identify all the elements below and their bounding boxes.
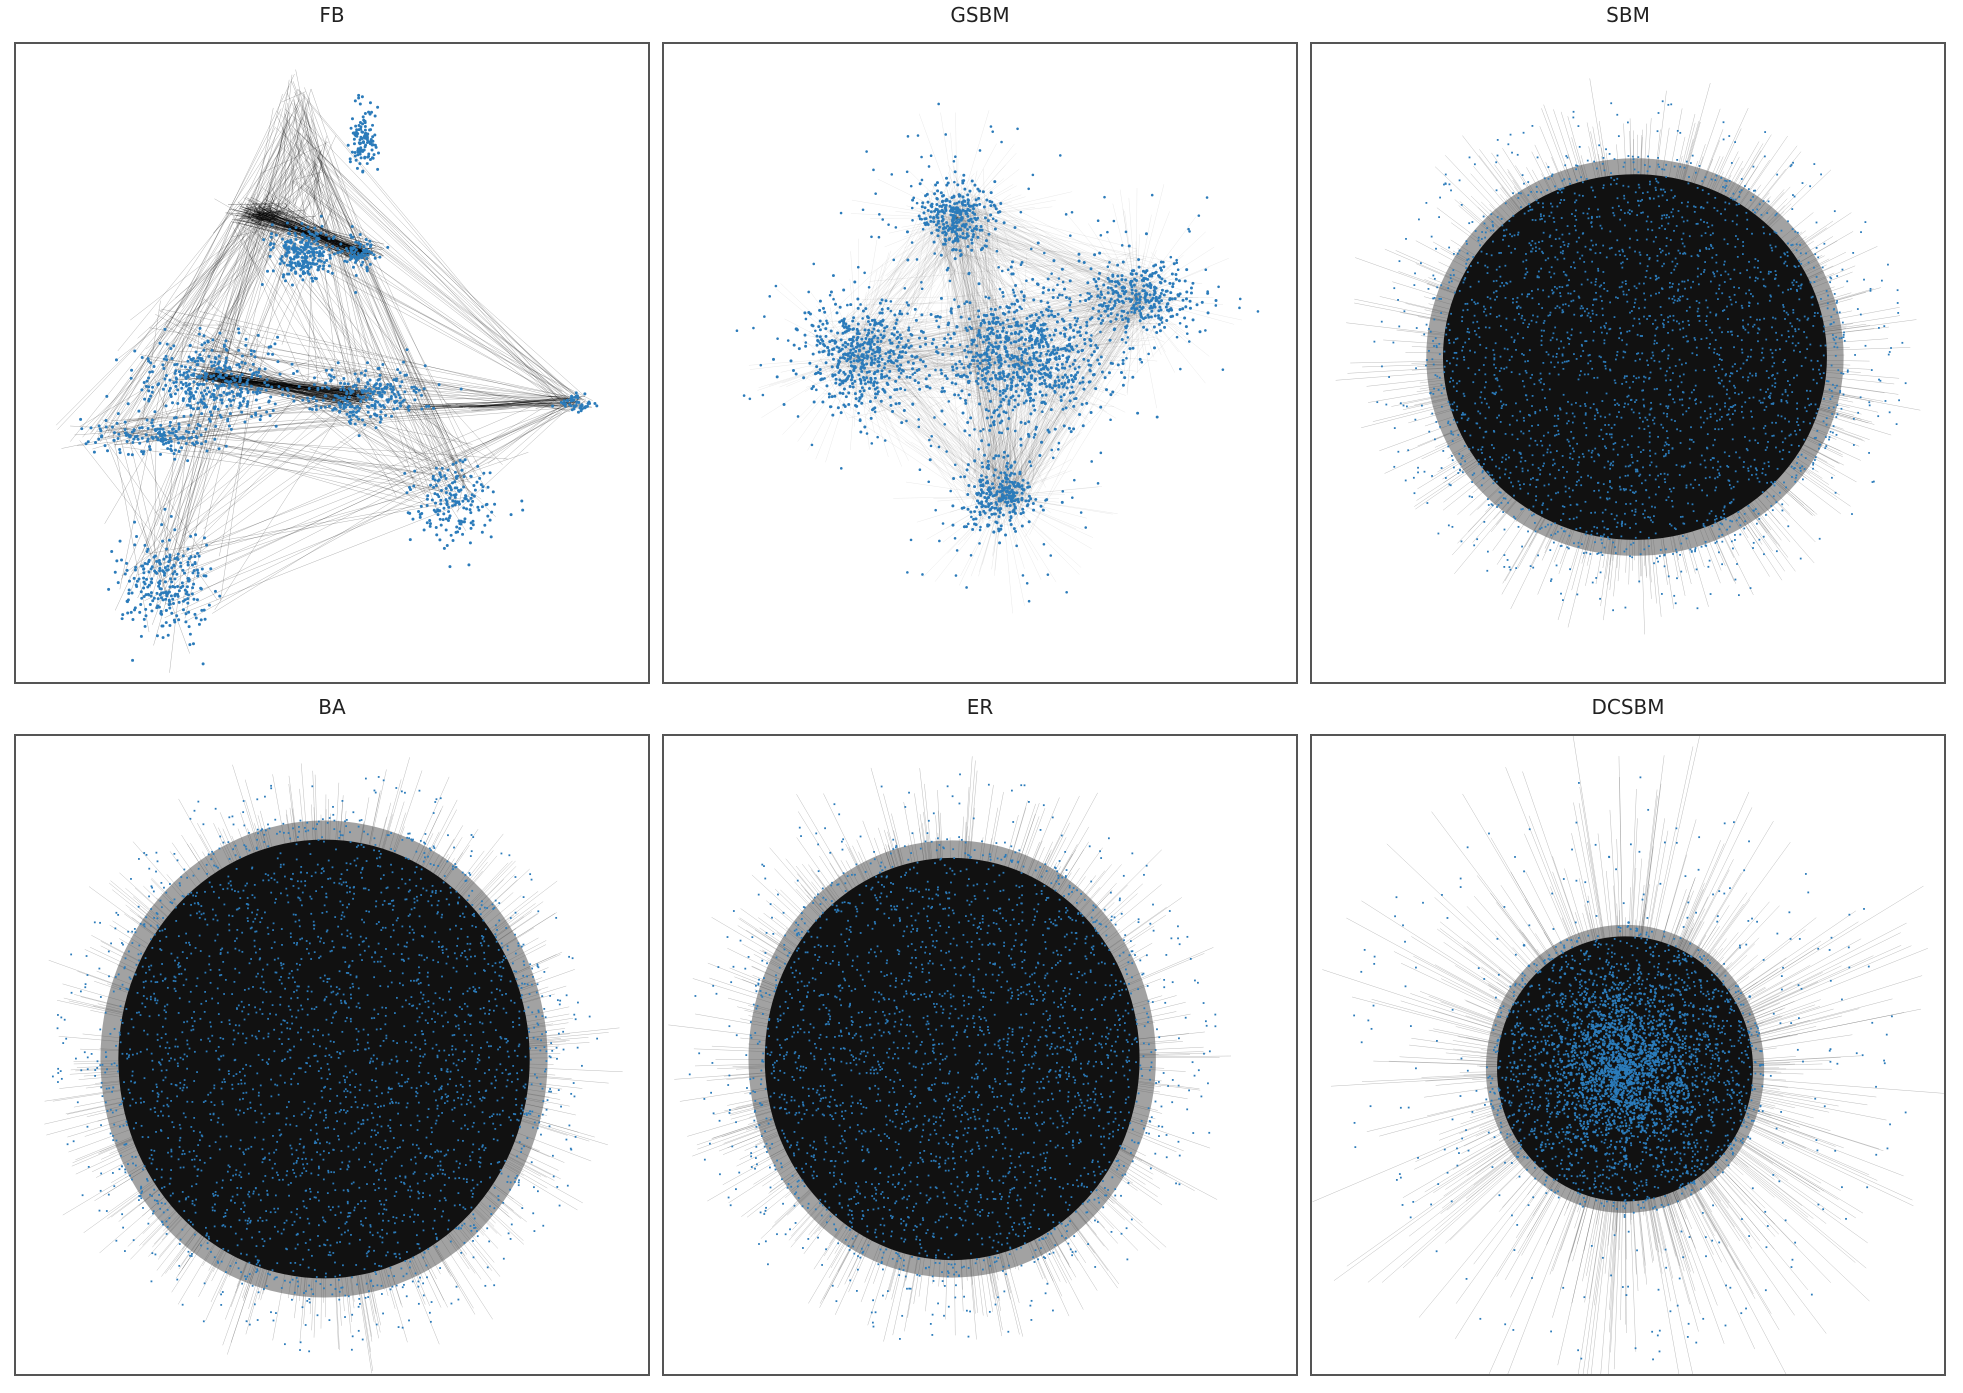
network-graph <box>44 757 623 1374</box>
network-graph <box>1335 78 1921 635</box>
cluster <box>260 214 358 294</box>
cluster <box>1058 232 1218 350</box>
panel-title: BA <box>318 695 346 719</box>
cluster <box>79 409 232 463</box>
panel-er: ER <box>662 692 1298 1382</box>
network-plot-dcsbm <box>1310 734 1946 1376</box>
cluster <box>905 170 1017 276</box>
cluster <box>879 241 1159 475</box>
network-graph <box>1312 736 1944 1374</box>
network-plot-fb <box>14 42 650 684</box>
network-graph <box>668 756 1232 1342</box>
panel-sbm: SBM <box>1310 0 1946 690</box>
network-graph <box>55 69 599 673</box>
cluster <box>105 326 337 453</box>
network-plot-gsbm <box>662 42 1298 684</box>
edges <box>380 395 593 411</box>
panel-gsbm: GSBM <box>662 0 1298 690</box>
cluster <box>928 453 1064 545</box>
panel-title: DCSBM <box>1591 695 1665 719</box>
node-layer <box>1373 100 1907 612</box>
edges <box>748 110 1243 614</box>
panel-title: FB <box>319 3 345 27</box>
cluster <box>271 348 463 438</box>
cluster <box>551 391 599 414</box>
node-layer <box>1353 776 1907 1361</box>
network-plot-er <box>662 734 1298 1376</box>
cluster <box>346 93 380 174</box>
panel-dcsbm: DCSBM <box>1310 692 1946 1382</box>
cluster <box>772 274 945 434</box>
network-plot-sbm <box>1310 42 1946 684</box>
panel-title: ER <box>966 695 994 719</box>
panel-fb: FB <box>14 0 650 690</box>
node-layer <box>688 773 1217 1340</box>
panel-ba: BA <box>14 692 650 1382</box>
edge-core <box>1442 174 1827 540</box>
cluster <box>403 458 525 569</box>
panel-title: GSBM <box>950 3 1010 27</box>
node-layer <box>51 776 599 1353</box>
network-graph <box>735 102 1260 614</box>
cluster <box>107 507 222 666</box>
cluster <box>343 233 390 277</box>
outlier-nodes <box>735 102 1260 603</box>
network-plot-ba <box>14 734 650 1376</box>
panel-title: SBM <box>1606 3 1650 27</box>
core-nodes <box>1496 921 1762 1173</box>
edge-core <box>764 857 1140 1261</box>
